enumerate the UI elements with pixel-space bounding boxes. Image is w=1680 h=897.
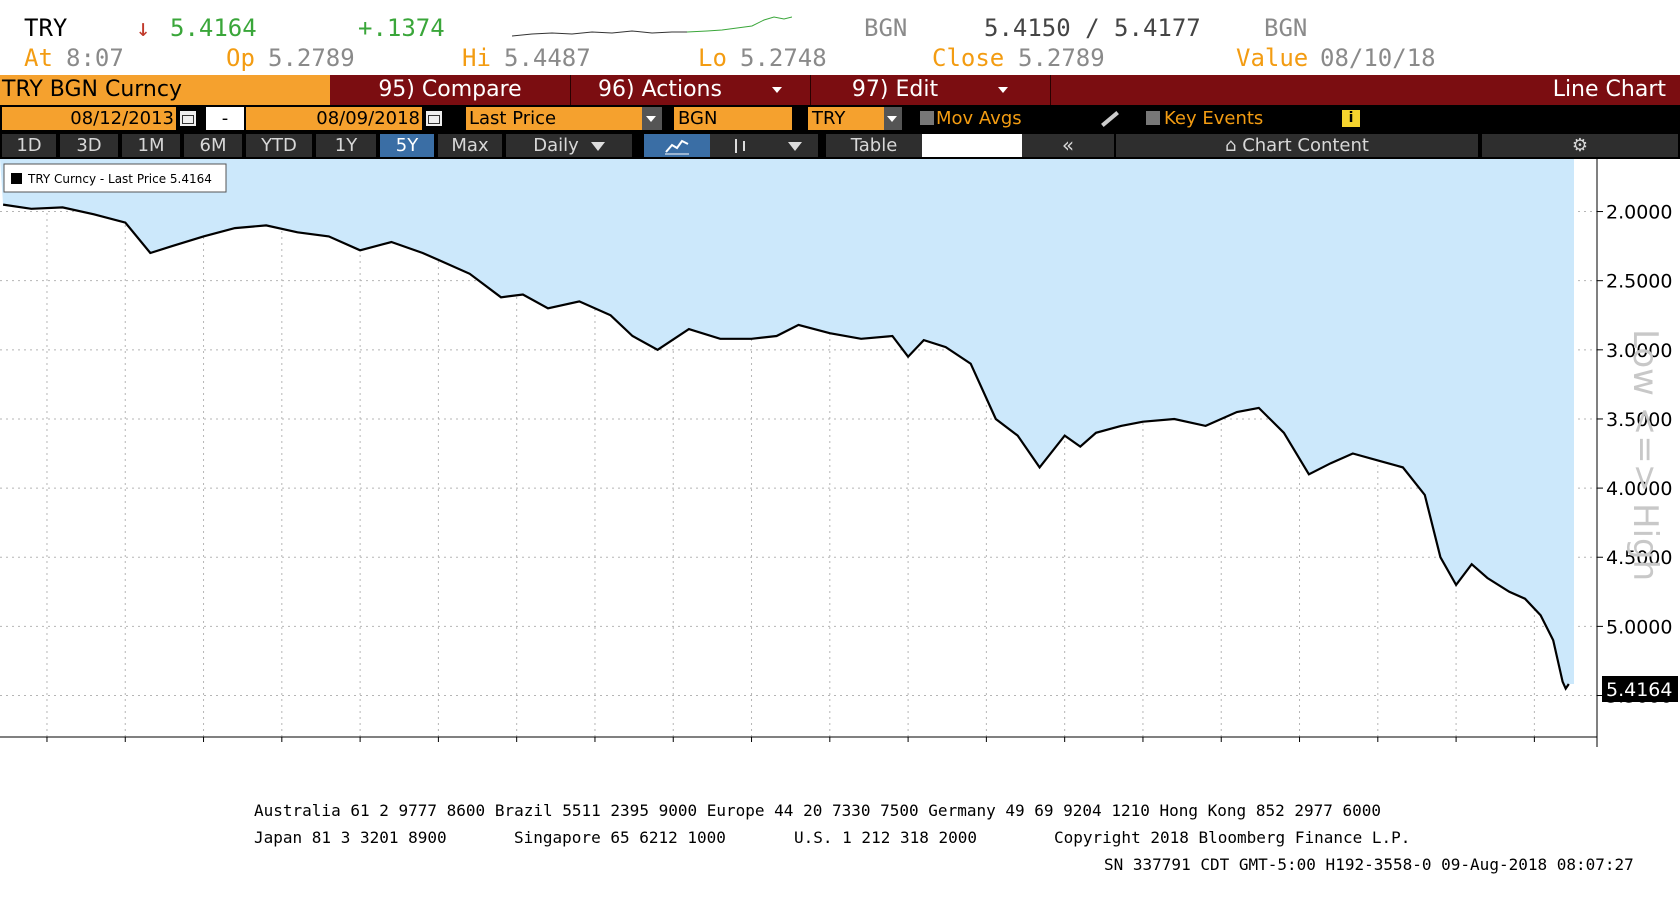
open-value: 5.2789 [268,44,355,72]
close-value: 5.2789 [1018,44,1105,72]
y-tick-label: 5.0000 [1606,616,1672,638]
footer-copyright: Copyright 2018 Bloomberg Finance L.P. [1054,828,1411,847]
y-axis: 2.0000 2.5000 3.0000 3.5000 4.0000 4.5000 5.00… [1596,159,1672,747]
last-price-label: 5.4164 [1606,679,1672,701]
calendar-icon[interactable] [180,111,196,126]
pencil-icon[interactable] [1098,109,1120,127]
compare-label: 95) Compare [378,77,522,102]
chevron-down-icon[interactable] [642,107,662,130]
source-field[interactable]: BGN [674,107,792,130]
key-events-label: Key Events [1164,108,1264,129]
chevron-down-icon [771,87,782,93]
y-tick-label: 2.0000 [1606,202,1672,224]
period-1y[interactable]: 1Y [316,134,376,157]
period-ytd[interactable]: YTD [246,134,312,157]
actions-label: 96) Actions [598,77,722,102]
down-arrow-icon: ↓ [136,14,151,42]
line-chart-icon[interactable] [644,134,710,157]
table-button[interactable]: Table [826,134,922,157]
settings-gear-icon[interactable]: ⚙ [1482,134,1678,157]
edit-menu[interactable]: 97) Edit [810,75,1050,105]
mov-avgs-checkbox[interactable] [920,111,934,125]
legend-swatch [11,173,22,184]
field-select[interactable]: Last Price [466,107,642,130]
footer-japan: Japan 81 3 3201 8900 [254,828,447,847]
chevron-down-icon [590,141,605,151]
price-line [2,203,1570,691]
y-axis-title: Low <=> High [1625,329,1665,581]
toolbar-spacer [922,134,1022,157]
price-area-fill [0,159,1574,689]
actions-menu[interactable]: 96) Actions [570,75,810,105]
chart-style-dropdown[interactable] [772,134,818,157]
collapse-icon[interactable]: « [1022,134,1114,157]
price-chart[interactable]: 2.0000 2.5000 3.0000 3.5000 4.0000 4.5000 5.00… [0,159,1680,747]
period-bar: 1D 3D 1M 6M YTD 1Y 5Y Max Daily Table « … [0,132,1680,159]
value-label: Value [1236,44,1309,72]
footer-session: SN 337791 CDT GMT-5:00 H192-3558-0 09-Au… [1104,855,1634,874]
period-5y[interactable]: 5Y [380,134,434,157]
bid-ask: 5.4150 / 5.4177 [984,14,1201,42]
high-value: 5.4487 [504,44,591,72]
frequency-label: Daily [533,135,579,156]
chevron-down-icon[interactable] [884,107,902,130]
chevron-down-icon [788,141,802,151]
ticker: TRY [24,14,68,42]
key-events-checkbox[interactable] [1146,111,1160,125]
y-tick-label: 2.5000 [1606,271,1672,293]
controls-bar: 08/12/2013 - 08/09/2018 Last Price BGN T… [0,105,1680,132]
high-label: Hi [462,44,491,72]
y-tick-label: 4.0000 [1606,478,1672,500]
date-range-dash: - [206,107,244,130]
period-1m[interactable]: 1M [122,134,180,157]
y-tick-label: 3.0000 [1606,340,1672,362]
sparkline [512,16,792,37]
at-time: 8:07 [66,44,124,72]
calendar-icon[interactable] [426,111,442,126]
low-label: Lo [698,44,727,72]
chart-legend: TRY Curncy - Last Price 5.4164 [3,163,227,193]
last-price: 5.4164 [170,14,257,42]
footer-singapore: Singapore 65 6212 1000 [514,828,726,847]
info-icon[interactable]: i [1342,110,1360,127]
chart-content-icon: ⌂ [1225,135,1243,156]
last-price-tag: 5.4164 [1602,676,1678,702]
open-label: Op [226,44,255,72]
net-change: +.1374 [358,14,445,42]
start-date-field[interactable]: 08/12/2013 [2,107,176,130]
edit-label: 97) Edit [851,77,939,102]
bar-chart-icon[interactable] [710,134,772,157]
footer-contacts: Australia 61 2 9777 8600 Brazil 5511 239… [254,801,1382,820]
period-3d[interactable]: 3D [60,134,118,157]
y-tick-label: 4.5000 [1606,547,1672,569]
period-max[interactable]: Max [438,134,502,157]
footer-us: U.S. 1 212 318 2000 [794,828,978,847]
command-bar: TRY BGN Curncy 95) Compare 96) Actions 9… [0,75,1680,105]
ask-source: BGN [1264,14,1308,42]
security-field[interactable]: TRY BGN Curncy [0,75,330,105]
period-1d[interactable]: 1D [2,134,56,157]
compare-menu[interactable]: 95) Compare [330,75,570,105]
chart-type-label: Line Chart [1552,77,1666,102]
chart-content-label: Chart Content [1242,135,1369,156]
bid-source: BGN [864,14,908,42]
mov-avgs-label: Mov Avgs [936,108,1022,129]
period-6m[interactable]: 6M [184,134,242,157]
frequency-select[interactable]: Daily [506,134,632,157]
legend-label: TRY Curncy - Last Price 5.4164 [27,172,212,186]
close-label: Close [932,44,1005,72]
end-date-field[interactable]: 08/09/2018 [246,107,422,130]
chevron-down-icon [998,87,1009,93]
low-value: 5.2748 [740,44,827,72]
chart-content-button[interactable]: ⌂ Chart Content [1116,134,1478,157]
currency-field[interactable]: TRY [808,107,884,130]
y-tick-label: 3.5000 [1606,409,1672,431]
at-label: At [24,44,53,72]
value-date: 08/10/18 [1320,44,1436,72]
x-axis: 201320142015201620172018 [0,736,1597,742]
